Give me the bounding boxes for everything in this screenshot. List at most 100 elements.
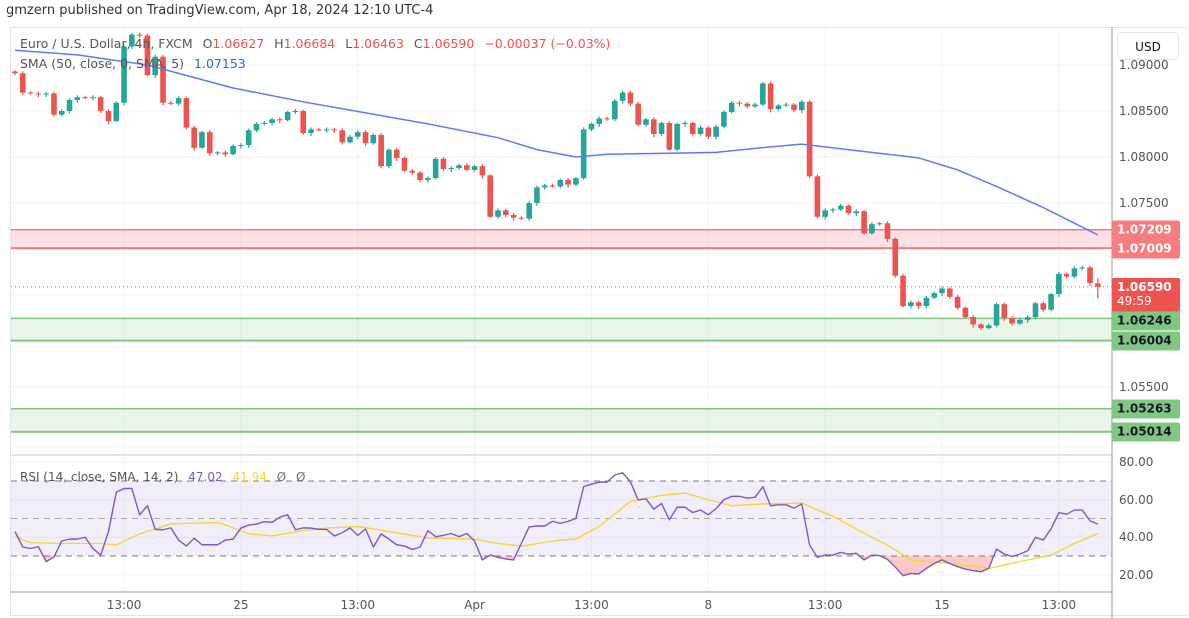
support-zone-bottom-label: 1.06004 — [1112, 331, 1180, 351]
price-axis-label: 1.07500 — [1119, 196, 1169, 210]
candle-down — [1095, 283, 1101, 287]
current-price-label: 1.06590 49:59 — [1112, 277, 1180, 312]
candle-up — [713, 126, 719, 137]
candle-up — [580, 129, 587, 179]
candle-down — [502, 210, 509, 215]
candle-down — [168, 102, 174, 104]
candle-down — [82, 97, 88, 99]
candle-up — [775, 105, 782, 110]
candle-up — [230, 145, 236, 155]
rsi-legend[interactable]: RSI (14, close, SMA, 14, 2) 47.02 41.94 … — [20, 470, 305, 484]
sma-value: 1.07153 — [194, 56, 246, 71]
rsi-value: 47.02 — [188, 470, 223, 484]
candle-up — [993, 304, 1000, 326]
price-zones — [11, 229, 1112, 433]
resistance-zone-top-label: 1.07209 — [1112, 220, 1180, 240]
candle-up — [908, 302, 914, 307]
candle-down — [518, 217, 525, 219]
candle-down — [510, 214, 517, 218]
publisher-caption: gmzern published on TradingView.com, Apr… — [6, 3, 434, 18]
candle-down — [300, 111, 307, 134]
candle-up — [432, 158, 439, 179]
candle-down — [549, 185, 556, 187]
candle-up — [58, 111, 65, 115]
candle-up — [534, 187, 540, 203]
candle-down — [635, 103, 641, 125]
candle-up — [1079, 267, 1086, 269]
sma-legend[interactable]: SMA (50, close, 0, SMA, 5) 1.07153 — [20, 56, 246, 71]
tag-value: 1.07009 — [1117, 241, 1172, 256]
candle-down — [19, 73, 26, 93]
high-key: H — [274, 36, 284, 51]
candle-down — [892, 238, 899, 276]
candle-down — [845, 205, 852, 214]
candle-down — [767, 83, 774, 110]
candle-up — [588, 123, 595, 130]
candle-down — [105, 111, 112, 122]
candle-up — [471, 166, 478, 170]
candle-up — [853, 211, 860, 214]
candle-up — [386, 149, 392, 167]
symbol-title[interactable]: Euro / U.S. Dollar, 4h, FXCM — [20, 36, 193, 51]
candle-down — [409, 170, 416, 173]
candle-down — [1040, 303, 1047, 310]
symbol-legend: Euro / U.S. Dollar, 4h, FXCM O1.06627 H1… — [20, 36, 610, 51]
candle-up — [66, 99, 73, 111]
candle-up — [292, 111, 299, 112]
candle-down — [978, 324, 984, 329]
price-axis-label: 1.08500 — [1119, 104, 1169, 118]
candle-down — [814, 176, 821, 217]
candle-up — [347, 136, 353, 143]
candle-down — [183, 98, 190, 128]
currency-button[interactable]: USD — [1117, 32, 1179, 60]
candle-down — [277, 119, 283, 121]
rsi-axis-label: 60.00 — [1119, 492, 1154, 507]
close-value: 1.06590 — [422, 36, 475, 51]
candle-up — [43, 93, 49, 95]
candle-up — [939, 288, 945, 294]
candle-up — [541, 185, 548, 188]
candle-up — [175, 98, 182, 104]
candle-up — [1056, 273, 1062, 295]
low-value: 1.06463 — [352, 36, 404, 51]
candle-down — [393, 149, 400, 158]
candle-up — [269, 119, 275, 123]
candle-up — [985, 325, 992, 329]
candle-up — [121, 46, 127, 103]
candle-up — [760, 83, 766, 105]
candles — [12, 32, 1101, 331]
candle-down — [1001, 304, 1008, 318]
candle-down — [650, 119, 657, 134]
candle-down — [144, 35, 151, 76]
candle-up — [643, 119, 649, 125]
candle-up — [74, 97, 81, 100]
candle-up — [798, 101, 805, 111]
open-value: 1.06627 — [212, 36, 265, 51]
close-key: C — [413, 36, 423, 51]
candle-up — [783, 104, 790, 106]
candle-down — [1087, 267, 1093, 284]
candle-up — [113, 102, 120, 122]
candle-up — [822, 210, 828, 217]
time-axis-label: 13:00 — [807, 598, 843, 612]
candle-down — [417, 172, 423, 180]
candle-up — [658, 122, 665, 134]
candle-up — [923, 297, 930, 307]
rsi-axis-label: 20.00 — [1119, 567, 1154, 582]
candle-down — [316, 129, 322, 131]
candle-down — [806, 101, 813, 177]
candle-up — [526, 203, 532, 219]
tag-value: 1.06004 — [1117, 333, 1172, 348]
candle-up — [214, 152, 221, 154]
support-zone-top-label: 1.05263 — [1112, 399, 1180, 419]
candle-up — [1071, 268, 1078, 277]
time-axis-label: 13:00 — [106, 598, 142, 612]
candle-down — [954, 296, 961, 308]
tag-value: 1.05014 — [1117, 424, 1172, 439]
candle-up — [495, 210, 501, 217]
candle-up — [448, 168, 455, 170]
sma-line — [14, 49, 1099, 236]
candle-up — [573, 178, 579, 185]
candle-up — [1024, 317, 1031, 320]
